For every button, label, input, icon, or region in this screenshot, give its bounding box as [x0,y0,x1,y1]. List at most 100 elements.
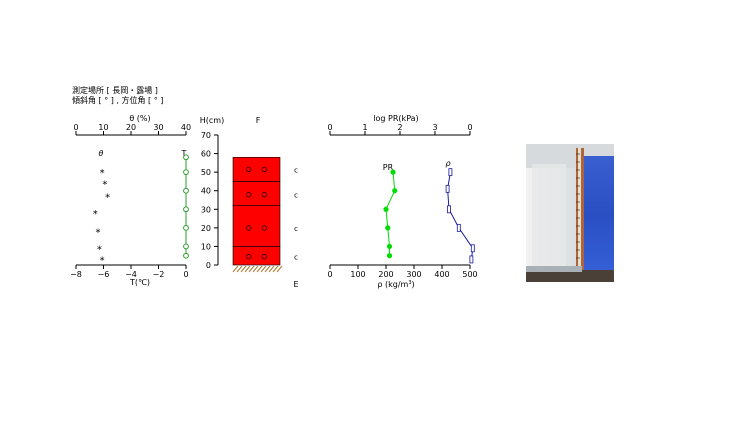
hardness-point [386,243,393,250]
moisture-point: * [97,244,102,255]
temperature-point [183,187,189,194]
ground-hatch [240,265,247,273]
height-tick-label: 50 [201,168,211,177]
grain-marker [261,253,267,260]
density-tick-label: 500 [462,270,477,279]
grain-type-label: c [294,254,298,262]
hardness-tick-label: 1 [362,123,367,132]
height-tick-label: 10 [201,242,211,251]
grain-marker [261,225,267,231]
bottom-label: E [293,280,298,289]
density-point [456,223,461,232]
temperature-point [183,206,189,213]
hardness-tick-label: 0 [327,123,332,132]
temperature-point [183,169,189,176]
snow-pit-photo [526,144,614,282]
hardness-point [385,225,391,231]
density-point [445,184,450,193]
moisture-series-label: θ [99,149,104,158]
snow-layer [232,205,281,247]
height-tick-label: 30 [201,205,211,214]
temperature-point [183,243,189,250]
density-point [447,205,451,214]
height-tick-label: 0 [206,261,211,270]
temperature-axis-label: T(℃) [129,278,150,287]
ground-hatch [256,265,263,273]
column-label: F [256,116,261,125]
temperature-tick-label: 0 [183,270,188,279]
ground-hatch [244,265,251,273]
ground-hatch [268,265,275,273]
ground-hatch [272,265,279,273]
density-tick-label: 100 [350,270,365,279]
grain-marker [246,166,252,173]
density-axis-label: ρ (kg/m3) [377,280,414,289]
temperature-point [183,224,189,231]
snow-profile-charts: θ (%) T(℃) θ T 0 10 20 30 40 −8 −6 −4 −2 0 *****… [70,114,478,289]
density-line [447,172,474,260]
snow-layer [232,156,281,182]
ground-hatch [276,265,283,273]
hardness-density-panel: log PR(kPa) ρ (kg/m3) PR ρ 0 1 2 3 0 0 100 200… [327,114,477,289]
temperature-panel: θ (%) T(℃) θ T 0 10 20 30 40 −8 −6 −4 −2 0 *****… [70,114,191,287]
height-tick-label: 40 [201,187,211,196]
moisture-point: * [102,179,107,190]
grain-type-label: c [294,225,298,233]
ground-hatch [264,265,271,273]
slope-aspect-label: 傾斜角 [ ° ] , 方位角 [ ° ] [72,96,164,105]
site-label: 測定場所 [ 長岡・露場 ] [72,86,158,95]
grain-marker [261,192,267,198]
density-tick-label: 400 [434,270,449,279]
height-tick-label: 20 [201,224,211,233]
stratigraphy-panel: H(cm) F E 0 10 20 30 40 50 60 70 c c c c [200,116,299,289]
height-axis-label: H(cm) [200,116,224,125]
ground-hatch [248,265,255,273]
density-tick-label: 0 [327,270,332,279]
hardness-point [392,188,398,194]
density-point [448,168,453,177]
hardness-line [385,172,396,256]
density-tick-label: 200 [378,270,393,279]
moisture-axis-label: θ (%) [129,114,150,123]
grain-marker [246,225,252,231]
dyed-snow-wall [582,156,614,274]
grain-marker [261,166,267,173]
temperature-point [183,252,189,259]
grain-type-label: c [294,192,298,200]
temperature-point [183,154,189,161]
ground-hatch [260,265,267,273]
hardness-tick-label: 0 [467,123,472,132]
moisture-tick-label: 30 [153,123,163,132]
moisture-point: * [93,209,98,220]
temperature-tick-label: −4 [125,270,137,279]
density-tick-label: 300 [406,270,421,279]
moisture-tick-label: 0 [73,123,78,132]
moisture-tick-label: 10 [98,123,108,132]
moisture-point: * [96,228,101,239]
hardness-tick-label: 2 [397,123,402,132]
hardness-point [386,253,393,259]
ground-hatch [232,265,239,273]
hardness-series-label: PR [383,163,394,172]
moisture-point: * [100,255,105,266]
grain-marker [246,253,252,260]
moisture-point: * [105,192,110,203]
hardness-point [390,169,396,175]
hardness-point [383,206,389,212]
density-point [469,255,474,264]
snow-layer [232,246,281,266]
hardness-tick-label: 3 [432,123,437,132]
density-point [470,244,475,253]
moisture-tick-label: 20 [126,123,136,132]
grain-marker [246,192,252,198]
temperature-tick-label: −8 [70,270,82,279]
snow-layer [232,181,281,206]
hardness-axis-label: log PR(kPa) [373,114,418,123]
grain-type-label: c [294,166,298,174]
ground-hatch [252,265,259,273]
height-tick-label: 60 [201,150,211,159]
temperature-tick-label: −6 [98,270,110,279]
moisture-point: * [100,168,105,179]
temperature-tick-label: −2 [153,270,165,279]
moisture-tick-label: 40 [181,123,191,132]
